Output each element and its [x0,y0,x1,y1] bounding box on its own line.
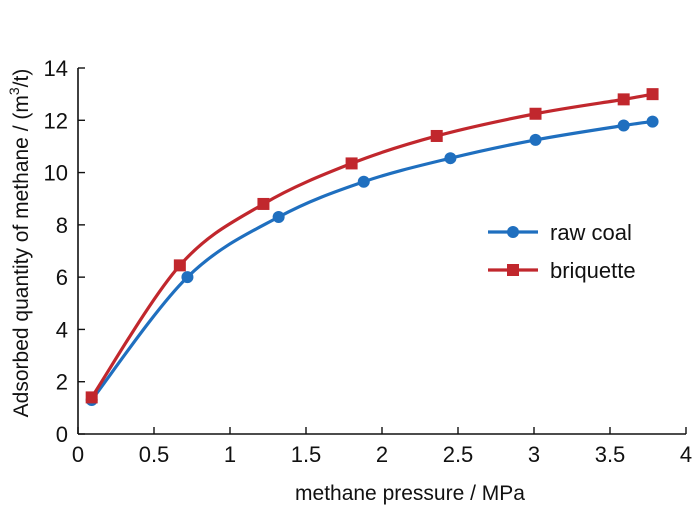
data-point-briquette [85,391,98,404]
y-tick-label: 4 [56,317,68,342]
x-tick-label: 0 [72,442,84,467]
x-tick-label: 2.5 [443,442,474,467]
plot-area: 0 0.5 1 1.5 2 2.5 3 3.5 4 0 2 4 6 8 10 12 14 [44,56,693,467]
y-tick-label: 2 [56,370,68,395]
x-tick-label: 3.5 [595,442,626,467]
y-tick-label: 0 [56,422,68,447]
y-tick-label: 8 [56,213,68,238]
y-tick-label: 10 [44,161,68,186]
data-point-briquette [257,197,270,210]
series-raw-coal [85,115,659,407]
data-point-briquette [646,88,659,101]
x-ticks: 0 0.5 1 1.5 2 2.5 3 3.5 4 [72,427,692,467]
y-tick-label: 6 [56,265,68,290]
y-ticks: 0 2 4 6 8 10 12 14 [44,56,85,447]
data-point-raw-coal [529,133,542,146]
x-tick-label: 4 [680,442,692,467]
x-tick-label: 1.5 [291,442,322,467]
series-line-briquette [90,92,655,399]
data-point-briquette [529,107,542,120]
x-tick-label: 2 [376,442,388,467]
data-point-raw-coal [357,175,370,188]
x-tick-label: 3 [528,442,540,467]
data-point-raw-coal [272,211,285,224]
series-layer [85,88,659,407]
legend: raw coal briquette [488,220,636,283]
data-point-briquette [617,93,630,106]
data-point-briquette [345,157,358,170]
y-axis-title-superscript: 3 [6,87,22,95]
legend-item-briquette: briquette [488,258,636,283]
data-point-raw-coal [181,271,194,284]
data-point-briquette [173,259,186,272]
data-point-raw-coal [444,152,457,165]
legend-marker-briquette [507,264,519,276]
x-axis-title: methane pressure / MPa [295,482,525,505]
legend-marker-raw-coal [507,226,519,238]
x-tick-label: 1 [224,442,236,467]
y-tick-label: 12 [44,108,68,133]
legend-item-raw-coal: raw coal [488,220,632,245]
legend-label-briquette: briquette [550,258,636,283]
y-axis-title: Adsorbed quantity of methane / (m3/t) [6,69,33,418]
legend-label-raw-coal: raw coal [550,220,632,245]
y-axis-title-suffix: /t) [10,69,33,88]
y-axis-title-main: Adsorbed quantity of methane / (m [10,95,33,417]
y-tick-label: 14 [44,56,68,81]
x-tick-label: 0.5 [139,442,170,467]
data-point-raw-coal [617,119,630,132]
data-point-raw-coal [646,115,659,128]
data-point-briquette [430,129,443,142]
series-briquette [85,88,659,404]
